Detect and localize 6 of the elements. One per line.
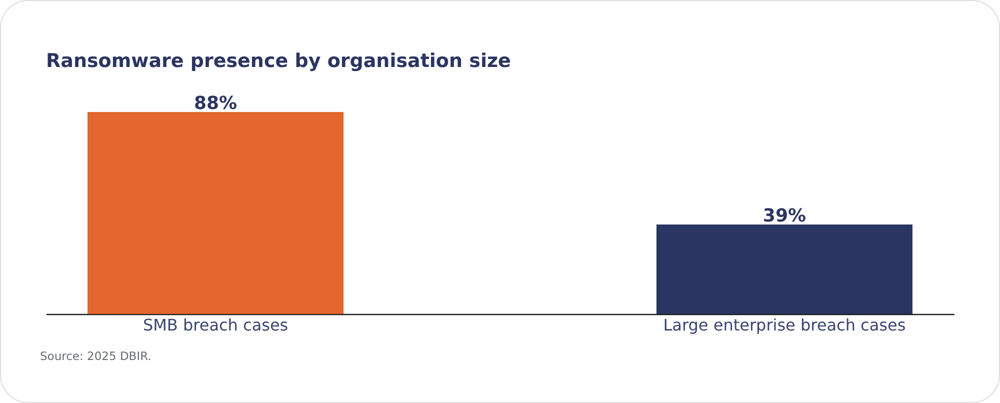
- chart-title: Ransomware presence by organisation size: [46, 50, 511, 72]
- x-tick-label: Large enterprise breach cases: [663, 316, 906, 334]
- data-label: 88%: [194, 93, 238, 114]
- source-note: Source: 2025 DBIR.: [40, 348, 152, 364]
- x-tick-label: SMB breach cases: [142, 316, 288, 334]
- data-label: 39%: [762, 205, 806, 226]
